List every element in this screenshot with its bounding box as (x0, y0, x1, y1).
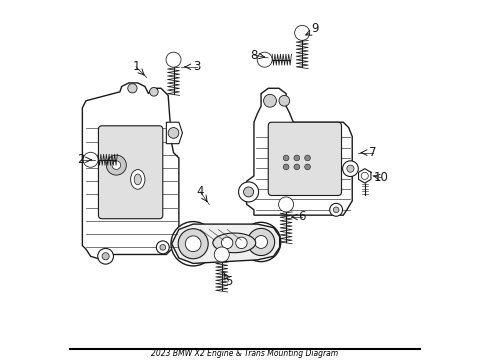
Text: 2: 2 (77, 153, 84, 166)
Circle shape (330, 203, 343, 216)
Circle shape (166, 52, 181, 67)
Circle shape (255, 235, 268, 248)
Circle shape (333, 207, 339, 213)
Circle shape (242, 222, 281, 262)
Circle shape (221, 237, 233, 248)
Text: 8: 8 (250, 49, 258, 62)
Text: 5: 5 (225, 275, 233, 288)
Polygon shape (245, 88, 352, 215)
Text: 7: 7 (369, 146, 377, 159)
Circle shape (171, 222, 215, 266)
Polygon shape (359, 169, 371, 183)
Polygon shape (298, 28, 307, 38)
Circle shape (128, 84, 137, 93)
Polygon shape (82, 83, 179, 262)
FancyBboxPatch shape (98, 126, 163, 219)
Polygon shape (172, 224, 280, 264)
Circle shape (239, 182, 259, 202)
Circle shape (160, 244, 166, 250)
Circle shape (257, 52, 272, 67)
Polygon shape (86, 156, 96, 164)
Circle shape (178, 229, 208, 259)
Ellipse shape (134, 174, 141, 185)
Circle shape (279, 197, 294, 212)
Circle shape (294, 164, 300, 170)
Text: 3: 3 (193, 60, 200, 73)
Circle shape (236, 237, 247, 248)
Circle shape (283, 155, 289, 161)
Circle shape (279, 95, 290, 106)
Circle shape (106, 155, 126, 175)
FancyBboxPatch shape (268, 122, 342, 195)
Ellipse shape (213, 233, 256, 253)
Circle shape (102, 253, 109, 260)
Circle shape (98, 248, 114, 264)
Polygon shape (167, 122, 182, 144)
Circle shape (283, 164, 289, 170)
Circle shape (244, 187, 254, 197)
Polygon shape (218, 249, 226, 260)
Circle shape (294, 155, 300, 161)
Circle shape (305, 164, 310, 170)
Circle shape (168, 127, 179, 138)
Circle shape (149, 87, 158, 96)
Text: 10: 10 (374, 171, 389, 184)
Circle shape (83, 152, 98, 167)
Circle shape (343, 161, 358, 176)
Text: 2023 BMW X2 Engine & Trans Mounting Diagram: 2023 BMW X2 Engine & Trans Mounting Diag… (151, 349, 339, 358)
Ellipse shape (131, 170, 145, 189)
Circle shape (264, 94, 276, 107)
Text: 9: 9 (311, 22, 318, 35)
Circle shape (247, 228, 275, 256)
Polygon shape (260, 55, 270, 64)
Circle shape (156, 241, 169, 254)
Text: 4: 4 (196, 185, 204, 198)
Polygon shape (282, 199, 291, 210)
Polygon shape (169, 55, 178, 65)
Circle shape (185, 236, 201, 252)
Circle shape (294, 25, 310, 40)
Text: 6: 6 (298, 211, 306, 224)
Text: 1: 1 (132, 60, 140, 73)
Circle shape (112, 161, 121, 170)
Circle shape (214, 247, 229, 262)
Circle shape (347, 165, 354, 172)
Circle shape (305, 155, 310, 161)
